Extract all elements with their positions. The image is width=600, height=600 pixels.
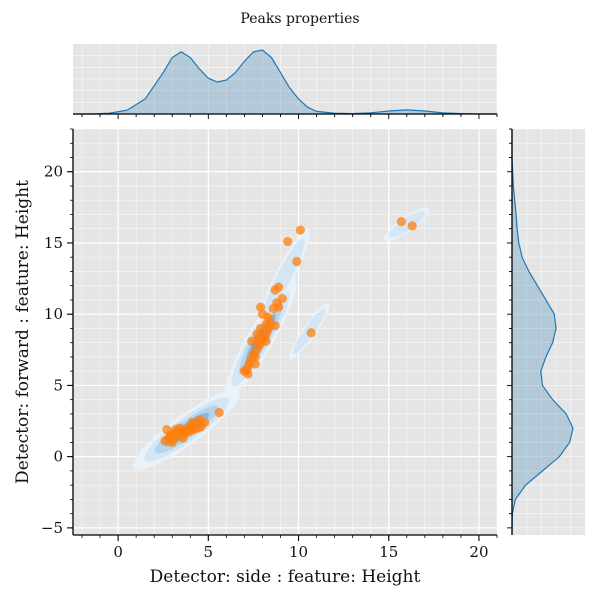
scatter-point xyxy=(261,336,271,346)
top-marginal-panel xyxy=(73,44,498,119)
scatter-point xyxy=(194,415,204,425)
y-tick-label: 0 xyxy=(53,448,63,466)
scatter-point xyxy=(214,407,224,418)
x-tick-label: 10 xyxy=(289,543,308,561)
right-marginal-panel xyxy=(507,128,585,536)
scatter-point xyxy=(241,365,251,375)
scatter-point xyxy=(178,433,188,443)
scatter-point xyxy=(274,282,284,292)
x-density-line xyxy=(73,49,497,115)
y-tick-label: 20 xyxy=(44,163,63,181)
y-axis-label: Detector: forward : feature: Height xyxy=(13,180,33,484)
scatter-point xyxy=(250,352,260,362)
y-tick-label: 10 xyxy=(44,305,63,323)
scatter-point xyxy=(306,328,316,338)
scatter-point xyxy=(292,256,302,267)
scatter-point xyxy=(256,302,266,312)
scatter-point xyxy=(274,302,284,312)
scatter-point xyxy=(295,225,305,235)
scatter-point xyxy=(283,236,293,247)
kde-contour-level xyxy=(388,211,425,238)
plot-background xyxy=(73,129,497,535)
y-tick-label: −5 xyxy=(41,519,63,537)
x-tick-label: 15 xyxy=(379,543,398,561)
main-scatter-panel: 0 5 10 15 20 −5 0 5 10 15 20 xyxy=(41,128,498,561)
chart-title: Peaks properties xyxy=(240,11,359,27)
scatter-point xyxy=(265,315,275,325)
scatter-point xyxy=(277,293,287,304)
scatter-point xyxy=(250,359,260,369)
right-marginal-background xyxy=(512,129,585,535)
y-tick-label: 15 xyxy=(44,234,63,252)
x-tick-label: 20 xyxy=(469,543,488,561)
scatter-point xyxy=(270,320,280,331)
scatter-point xyxy=(252,329,262,339)
scatter-point xyxy=(407,221,417,231)
scatter-point xyxy=(187,417,197,428)
scatter-point xyxy=(165,432,176,442)
scatter-point xyxy=(171,424,181,435)
scatter-point xyxy=(396,216,406,227)
scatter-point xyxy=(247,336,257,346)
y-density-line xyxy=(511,129,574,536)
y-tick-label: 5 xyxy=(53,376,63,394)
x-tick-label: 0 xyxy=(113,543,123,561)
y-density-fill xyxy=(512,129,573,535)
x-density-fill xyxy=(73,50,497,114)
x-axis-label: Detector: side : feature: Height xyxy=(150,567,421,587)
x-tick-label: 5 xyxy=(204,543,214,561)
scatter-point xyxy=(162,424,172,435)
scatter-points xyxy=(160,216,417,448)
